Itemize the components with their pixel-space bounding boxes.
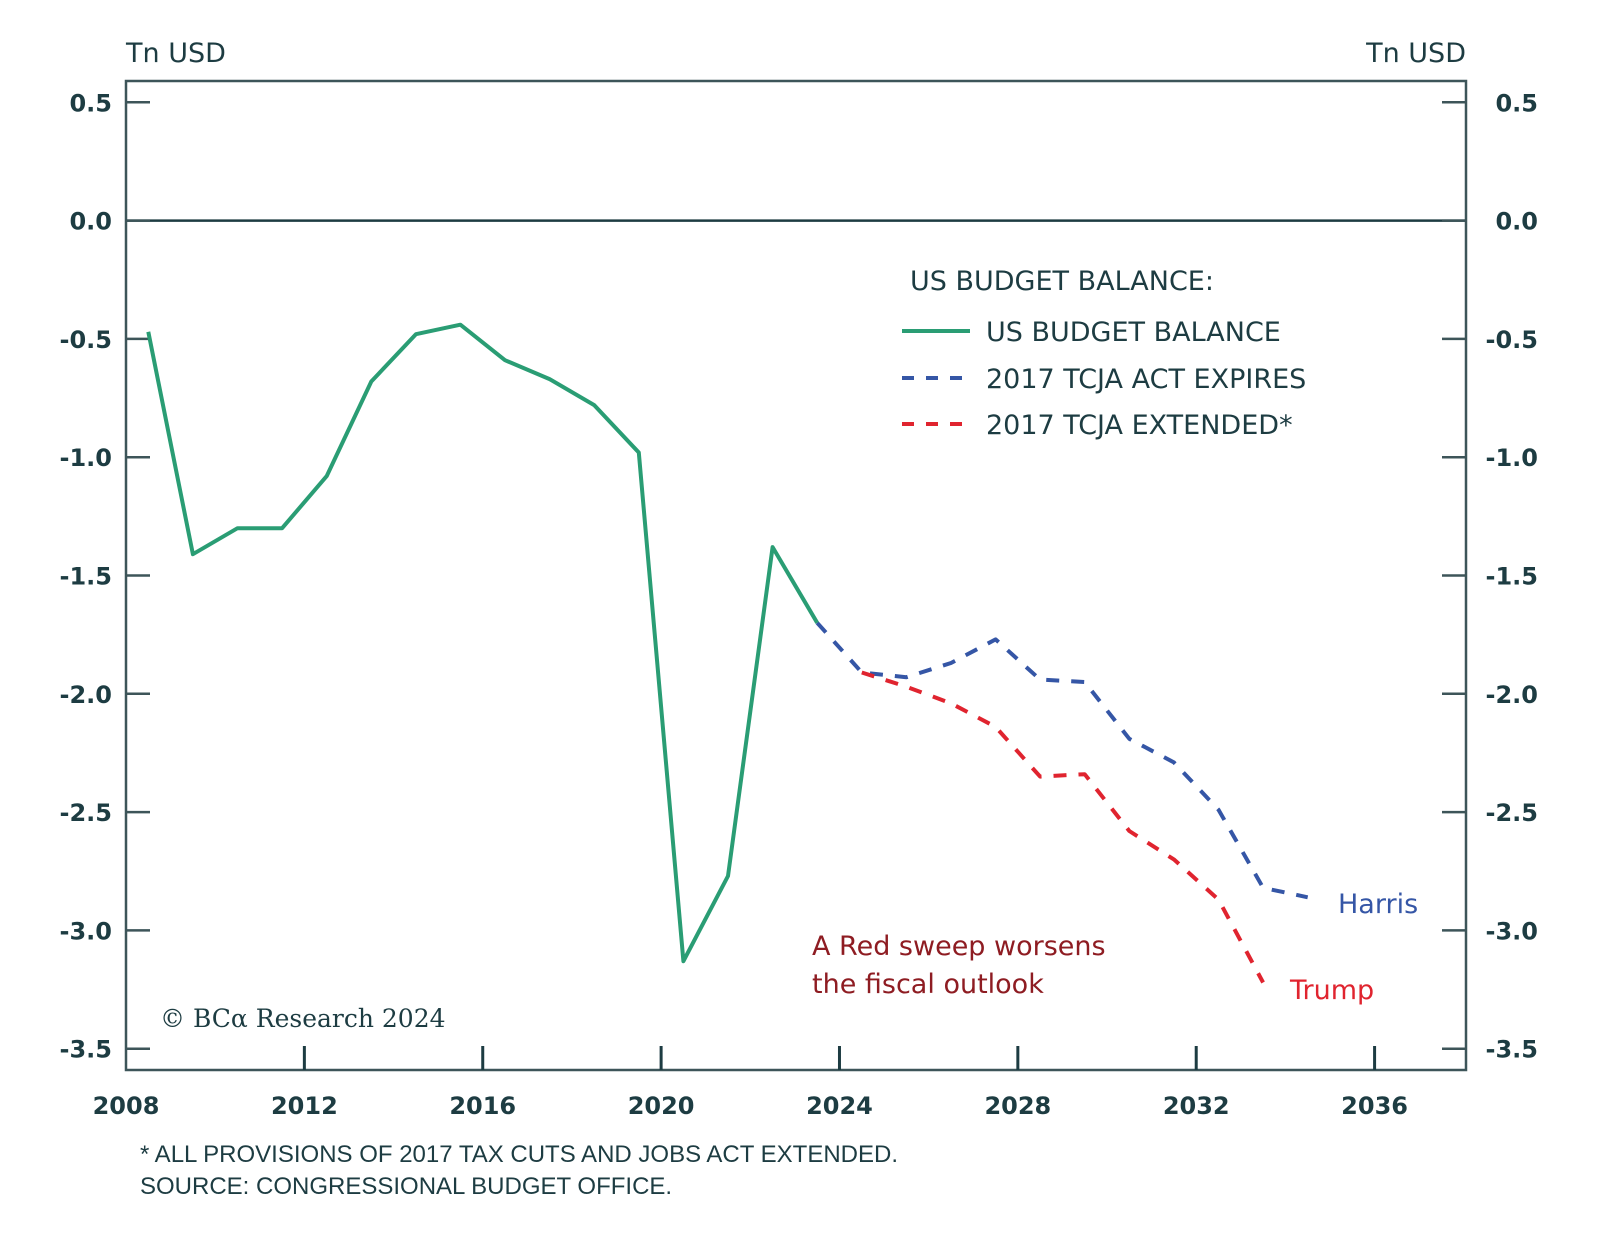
x-tick-label: 2036 [1341, 1092, 1408, 1120]
y-axis-unit-right: Tn USD [1365, 38, 1466, 69]
y-tick-label-right: -2.5 [1486, 799, 1538, 827]
y-tick-label-right: -3.5 [1486, 1036, 1538, 1064]
y-axis-unit-left: Tn USD [125, 38, 226, 69]
y-tick-label-left: -3.5 [60, 1036, 112, 1064]
legend-entry-tcja-extended: 2017 TCJA EXTENDED* [986, 410, 1293, 441]
legend-entry-tcja-expires: 2017 TCJA ACT EXPIRES [986, 364, 1306, 395]
series-line-2017-tcja-extended [861, 670, 1265, 984]
legend: US BUDGET BALANCE: US BUDGET BALANCE 201… [902, 266, 1306, 441]
y-tick-label-left: -0.5 [60, 326, 112, 354]
legend-title: US BUDGET BALANCE: [910, 266, 1214, 297]
red-sweep-annotation-line1: A Red sweep worsens [812, 931, 1106, 962]
trump-label: Trump [1289, 975, 1374, 1006]
y-tick-label-right: -1.0 [1486, 444, 1538, 472]
y-tick-label-left: -3.0 [60, 917, 112, 945]
plot-frame [124, 79, 1468, 1072]
legend-entry-budget-balance: US BUDGET BALANCE [986, 317, 1281, 348]
footnote-source: SOURCE: CONGRESSIONAL BUDGET OFFICE. [140, 1173, 672, 1200]
x-tick-label: 2032 [1163, 1092, 1230, 1120]
footnote-provisions: * ALL PROVISIONS OF 2017 TAX CUTS AND JO… [140, 1141, 898, 1168]
y-tick-label-left: -2.0 [60, 681, 112, 709]
y-tick-label-left: -1.5 [60, 563, 112, 591]
x-tick-label: 2020 [628, 1092, 695, 1120]
series-line-us-budget-balance [146, 322, 819, 964]
y-tick-label-right: -2.0 [1486, 681, 1538, 709]
x-tick-label: 2008 [93, 1092, 160, 1120]
y-tick-label-left: -1.0 [60, 444, 112, 472]
y-tick-label-right: -1.5 [1486, 563, 1538, 591]
y-tick-label-left: -2.5 [60, 799, 112, 827]
x-tick-label: 2012 [271, 1092, 338, 1120]
y-tick-label-right: -0.5 [1486, 326, 1538, 354]
red-sweep-annotation-line2: the fiscal outlook [812, 969, 1044, 1000]
y-tick-label-left: 0.5 [69, 89, 112, 117]
x-tick-label: 2024 [806, 1092, 873, 1120]
x-tick-label: 2028 [984, 1092, 1051, 1120]
x-tick-label: 2016 [449, 1092, 516, 1120]
series-line-2017-tcja-act-expires [815, 621, 1309, 900]
copyright-text: © BCα Research 2024 [160, 1004, 446, 1033]
harris-label: Harris [1338, 889, 1418, 920]
y-tick-label-right: -3.0 [1486, 917, 1538, 945]
y-tick-label-right: 0.0 [1495, 208, 1538, 236]
y-tick-label-right: 0.5 [1495, 89, 1538, 117]
y-tick-label-left: 0.0 [69, 208, 112, 236]
